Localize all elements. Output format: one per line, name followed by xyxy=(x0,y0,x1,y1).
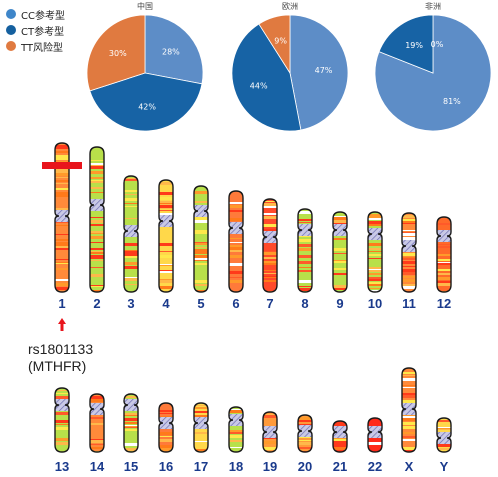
legend-label-tt: TT风险型 xyxy=(21,42,64,54)
chromosome-number-3: 3 xyxy=(127,296,134,311)
pie-slice-ct xyxy=(378,14,434,74)
pie-slice-ct xyxy=(89,72,203,132)
pie-slice-label: 42% xyxy=(138,103,156,112)
chromosome-9 xyxy=(332,211,348,293)
chromosome-number-1: 1 xyxy=(58,296,65,311)
pie-slice-label: 9% xyxy=(274,37,287,46)
chromosome-row-1 xyxy=(54,142,452,293)
chromosome-6 xyxy=(228,190,244,293)
pie-slice-label: 30% xyxy=(109,49,127,58)
chromosome-number-4: 4 xyxy=(162,296,170,311)
pie-slice-label: 81% xyxy=(443,97,461,106)
chromosome-number-21: 21 xyxy=(333,459,347,474)
chromosome-1 xyxy=(54,142,70,293)
pie-title: 非洲 xyxy=(425,1,441,11)
pie-slice-cc xyxy=(289,14,349,131)
chromosome-15 xyxy=(123,393,139,453)
chromosome-3 xyxy=(123,175,139,293)
chromosome-number-7: 7 xyxy=(266,296,273,311)
chromosome-8 xyxy=(297,208,313,293)
chromosome-16 xyxy=(158,402,174,453)
chromosome-number-9: 9 xyxy=(336,296,343,311)
pie-title: 中国 xyxy=(137,1,153,11)
chromosome-number-10: 10 xyxy=(368,296,382,311)
chromosome-number-15: 15 xyxy=(124,459,138,474)
chromosome-19 xyxy=(262,411,278,453)
chromosome-Y xyxy=(436,417,452,453)
chromosome-18 xyxy=(228,406,244,453)
chromosome-number-16: 16 xyxy=(159,459,173,474)
chromosome-number-18: 18 xyxy=(229,459,243,474)
chromosome-number-17: 17 xyxy=(194,459,208,474)
chromosome-number-19: 19 xyxy=(263,459,277,474)
chromosome-12 xyxy=(436,216,452,293)
snp-gene: (MTHFR) xyxy=(28,358,87,374)
chromosome-14 xyxy=(89,393,105,453)
pie-slice-label: 44% xyxy=(250,81,268,90)
pie-chart-2: 欧洲 47% 44% 9% xyxy=(231,1,349,132)
chromosome-number-22: 22 xyxy=(368,459,382,474)
legend-swatch-tt xyxy=(6,41,16,51)
chromosome-10 xyxy=(367,211,383,293)
chromosome-11 xyxy=(401,212,417,293)
legend-item-cc: CC参考型 xyxy=(6,6,65,22)
legend-item-ct: CT参考型 xyxy=(6,22,65,38)
snp-annotation: rs1801133 (MTHFR) xyxy=(28,341,93,375)
pie-slice-label: 47% xyxy=(315,66,333,75)
chromosome-number-12: 12 xyxy=(437,296,451,311)
chromosome-number-6: 6 xyxy=(232,296,239,311)
chromosome-4 xyxy=(158,179,174,293)
legend-item-tt: TT风险型 xyxy=(6,38,65,54)
chromosome-number-8: 8 xyxy=(301,296,308,311)
chromosome-X xyxy=(401,367,417,453)
snp-id: rs1801133 xyxy=(28,341,94,357)
pie-slice-ct xyxy=(231,23,302,132)
chromosome-number-Y: Y xyxy=(440,459,449,474)
chromosome-number-11: 11 xyxy=(402,296,416,311)
chromosome-17 xyxy=(193,402,209,453)
pie-slice-label: 0% xyxy=(431,40,444,49)
chromosome-number-2: 2 xyxy=(93,296,100,311)
legend-label-cc: CC参考型 xyxy=(21,10,65,22)
legend-label-ct: CT参考型 xyxy=(21,26,65,38)
pie-title: 欧洲 xyxy=(282,1,298,11)
legend: CC参考型 CT参考型 TT风险型 xyxy=(6,6,65,54)
pie-charts: 中国 28% 42% 30% 欧洲 47% 44% 9% 非洲 81% 19% 0% xyxy=(86,1,492,132)
chromosome-20 xyxy=(297,414,313,453)
chromosome-number-14: 14 xyxy=(90,459,105,474)
pie-slice-label: 28% xyxy=(162,48,180,57)
chromosome-row-2 xyxy=(54,367,452,453)
chromosome-13 xyxy=(54,387,70,453)
chromosome-7 xyxy=(262,198,278,293)
pie-chart-1: 中国 28% 42% 30% xyxy=(86,1,204,132)
pie-slice-cc xyxy=(144,14,204,85)
legend-swatch-ct xyxy=(6,25,16,35)
up-arrow-icon xyxy=(58,318,66,331)
chromosome-22 xyxy=(367,417,383,453)
chromosome-number-5: 5 xyxy=(197,296,204,311)
snp-markers xyxy=(42,162,82,331)
chromosome-number-20: 20 xyxy=(298,459,312,474)
pie-slice-tt xyxy=(258,14,291,75)
pie-slice-tt xyxy=(86,14,146,92)
snp-locus-marker xyxy=(42,162,82,169)
chromosome-5 xyxy=(193,185,209,293)
pie-slice-label: 19% xyxy=(405,41,423,50)
chromosome-number-13: 13 xyxy=(55,459,69,474)
chromosome-2 xyxy=(89,146,105,293)
legend-swatch-cc xyxy=(6,9,16,19)
pie-chart-3: 非洲 81% 19% 0% xyxy=(374,1,492,132)
chromosome-number-X: X xyxy=(405,459,414,474)
chromosome-21 xyxy=(332,420,348,453)
